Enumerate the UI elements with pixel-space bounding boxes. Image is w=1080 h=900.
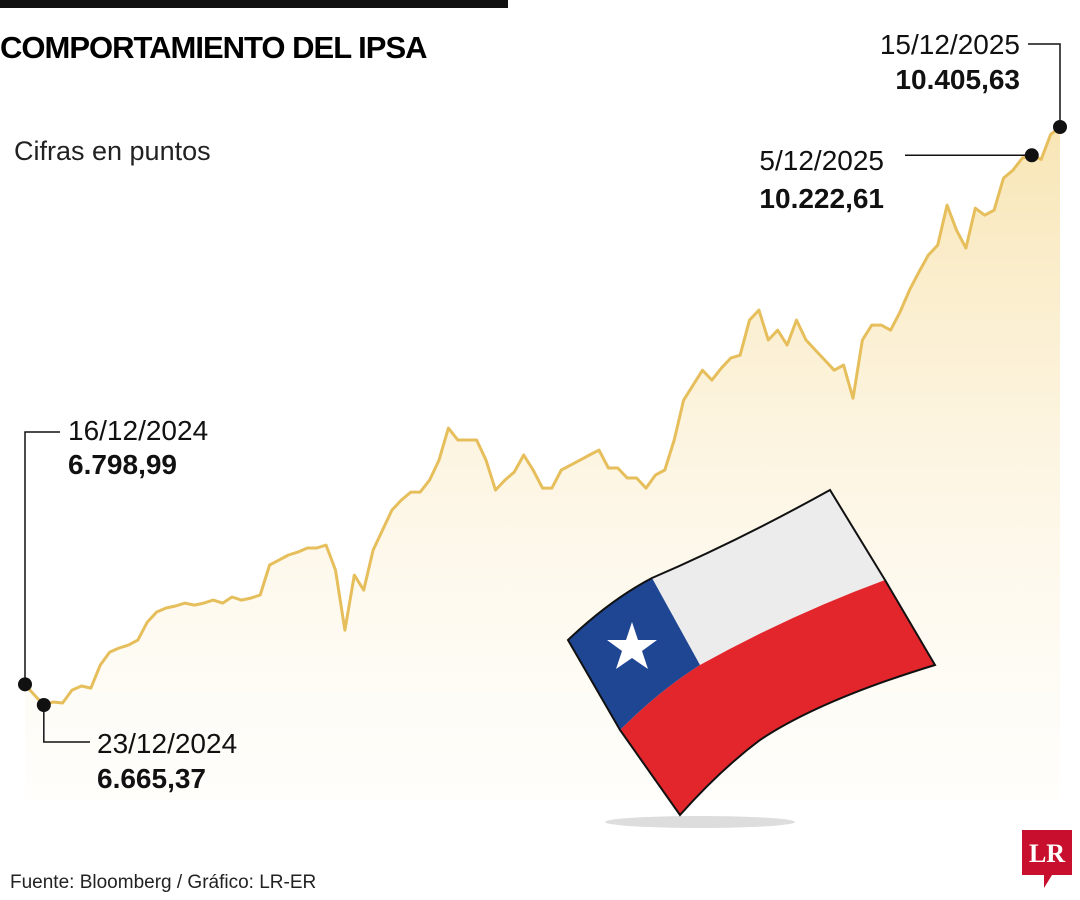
flag-outline bbox=[566, 488, 937, 817]
flag-red bbox=[620, 580, 935, 815]
logo: LR bbox=[1022, 830, 1072, 888]
flag-star bbox=[607, 622, 657, 669]
annotation-date: 16/12/2024 bbox=[68, 415, 208, 446]
annotation-leader bbox=[43, 705, 90, 743]
annotation-date: 15/12/2025 bbox=[880, 29, 1020, 60]
line bbox=[23, 125, 1061, 707]
annotation-dot bbox=[1053, 120, 1067, 134]
annotation-date: 5/12/2025 bbox=[759, 145, 884, 176]
annotation-value: 6.798,99 bbox=[68, 449, 177, 480]
annotation-leader bbox=[24, 431, 60, 685]
flag-shadow bbox=[605, 816, 795, 828]
flag bbox=[566, 488, 937, 828]
top-bar bbox=[0, 0, 508, 8]
annotation-value: 10.222,61 bbox=[759, 183, 884, 214]
chart-title: COMPORTAMIENTO DEL IPSA bbox=[0, 30, 427, 65]
annotation-date: 23/12/2024 bbox=[97, 728, 237, 759]
annotation-value: 6.665,37 bbox=[97, 763, 206, 794]
annotation-value: 10.405,63 bbox=[895, 64, 1020, 95]
flag-white bbox=[652, 490, 885, 665]
logo-text: LR bbox=[1029, 839, 1065, 868]
annotation-dot bbox=[1024, 148, 1039, 163]
subtitle: Cifras en puntos bbox=[14, 136, 211, 166]
annotation-dot bbox=[18, 677, 32, 692]
annotation-leader bbox=[1028, 43, 1061, 127]
source: Fuente: Bloomberg / Gráfico: LR-ER bbox=[10, 872, 316, 893]
annotation-dot bbox=[36, 698, 51, 712]
logo-box bbox=[1022, 830, 1072, 888]
area bbox=[25, 127, 1060, 800]
